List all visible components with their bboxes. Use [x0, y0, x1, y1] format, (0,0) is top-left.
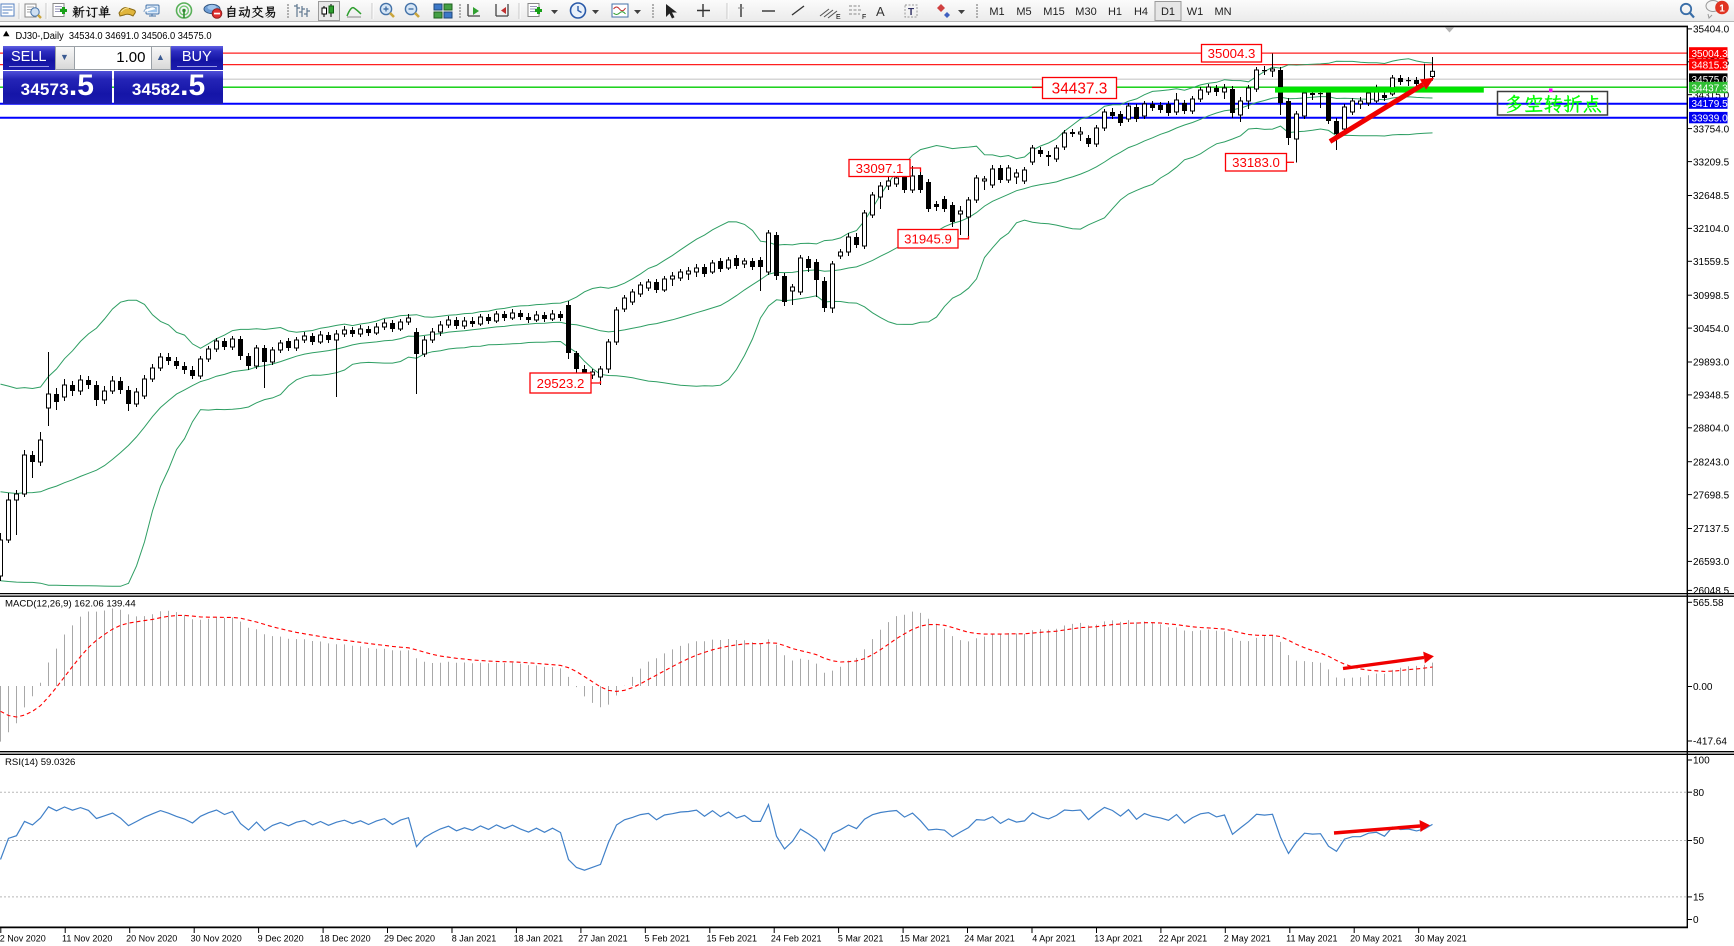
svg-text:MACD(12,26,9) 162.06 139.44: MACD(12,26,9) 162.06 139.44 — [5, 599, 136, 610]
svg-text:24 Mar 2021: 24 Mar 2021 — [964, 934, 1015, 944]
svg-text:M5: M5 — [1016, 6, 1031, 18]
svg-text:34437.3: 34437.3 — [1692, 83, 1729, 94]
svg-text:4 Apr 2021: 4 Apr 2021 — [1032, 934, 1076, 944]
svg-text:33183.0: 33183.0 — [1232, 155, 1280, 170]
svg-text:27698.5: 27698.5 — [1693, 490, 1730, 501]
svg-text:30998.5: 30998.5 — [1693, 291, 1730, 302]
svg-text:29893.0: 29893.0 — [1693, 358, 1730, 369]
svg-text:0: 0 — [1693, 915, 1699, 926]
svg-text:15 Mar 2021: 15 Mar 2021 — [900, 934, 951, 944]
svg-text:34575.0: 34575.0 — [1692, 75, 1729, 86]
svg-text:13 Apr 2021: 13 Apr 2021 — [1094, 934, 1143, 944]
svg-text:30454.0: 30454.0 — [1693, 324, 1730, 335]
svg-text:34179.5: 34179.5 — [1692, 99, 1729, 110]
svg-text:11 May 2021: 11 May 2021 — [1286, 934, 1337, 944]
svg-text:27 Jan 2021: 27 Jan 2021 — [578, 934, 628, 944]
svg-text:26048.5: 26048.5 — [1693, 586, 1730, 597]
svg-text:31559.5: 31559.5 — [1693, 257, 1730, 268]
svg-text:MN: MN — [1214, 6, 1231, 18]
svg-text:-417.64: -417.64 — [1693, 737, 1727, 748]
svg-text:T: T — [908, 7, 914, 18]
svg-text:2 Nov 2020: 2 Nov 2020 — [0, 934, 46, 944]
svg-text:24 Feb 2021: 24 Feb 2021 — [771, 934, 822, 944]
svg-text:26593.0: 26593.0 — [1693, 557, 1730, 568]
svg-text:28804.0: 28804.0 — [1693, 424, 1730, 435]
svg-text:5 Feb 2021: 5 Feb 2021 — [645, 934, 691, 944]
svg-text:34437.3: 34437.3 — [1052, 81, 1108, 98]
svg-text:M1: M1 — [989, 6, 1004, 18]
svg-text:29348.5: 29348.5 — [1693, 391, 1730, 402]
svg-text:80: 80 — [1693, 788, 1705, 799]
svg-text:565.58: 565.58 — [1693, 598, 1724, 609]
svg-text:22 Apr 2021: 22 Apr 2021 — [1159, 934, 1208, 944]
svg-text:33754.0: 33754.0 — [1693, 124, 1730, 135]
svg-text:DJ30-,Daily 34534.0 34691.0 3: DJ30-,Daily 34534.0 34691.0 34506.0 3457… — [16, 31, 213, 42]
svg-text:50: 50 — [1693, 836, 1705, 847]
svg-text:H4: H4 — [1134, 6, 1148, 18]
svg-text:35004.3: 35004.3 — [1692, 49, 1729, 60]
svg-text:1: 1 — [1719, 4, 1725, 15]
svg-text:8 Jan 2021: 8 Jan 2021 — [452, 934, 497, 944]
svg-text:33939.0: 33939.0 — [1692, 114, 1729, 125]
svg-text:9 Dec 2020: 9 Dec 2020 — [258, 934, 304, 944]
svg-text:20 May 2021: 20 May 2021 — [1350, 934, 1402, 944]
svg-text:2 May 2021: 2 May 2021 — [1224, 934, 1271, 944]
svg-text:27137.5: 27137.5 — [1693, 524, 1730, 535]
svg-text:18 Jan 2021: 18 Jan 2021 — [514, 934, 564, 944]
svg-text:30 May 2021: 30 May 2021 — [1415, 934, 1467, 944]
svg-text:E: E — [836, 14, 841, 21]
svg-text:32104.0: 32104.0 — [1693, 224, 1730, 235]
svg-text:A: A — [876, 4, 885, 19]
svg-text:15 Feb 2021: 15 Feb 2021 — [707, 934, 758, 944]
svg-text:34315.0: 34315.0 — [1693, 90, 1730, 101]
svg-text:11 Nov 2020: 11 Nov 2020 — [62, 934, 112, 944]
svg-text:34815.3: 34815.3 — [1692, 61, 1729, 72]
svg-text:31945.9: 31945.9 — [904, 232, 952, 247]
svg-text:100: 100 — [1693, 756, 1710, 767]
svg-text:30 Nov 2020: 30 Nov 2020 — [191, 934, 242, 944]
svg-text:18 Dec 2020: 18 Dec 2020 — [320, 934, 371, 944]
svg-text:35404.0: 35404.0 — [1693, 25, 1730, 36]
svg-text:H1: H1 — [1108, 6, 1122, 18]
svg-text:29 Dec 2020: 29 Dec 2020 — [384, 934, 435, 944]
svg-text:29523.2: 29523.2 — [537, 376, 585, 391]
svg-text:35004.3: 35004.3 — [1208, 46, 1256, 61]
svg-text:M15: M15 — [1043, 6, 1064, 18]
svg-text:15: 15 — [1693, 893, 1705, 904]
svg-text:D1: D1 — [1161, 6, 1175, 18]
svg-text:RSI(14) 59.0326: RSI(14) 59.0326 — [5, 757, 75, 768]
svg-text:28243.0: 28243.0 — [1693, 457, 1730, 468]
svg-text:M30: M30 — [1075, 6, 1096, 18]
svg-text:33097.1: 33097.1 — [856, 161, 904, 176]
svg-text:W1: W1 — [1187, 6, 1204, 18]
svg-text:F: F — [862, 14, 866, 21]
svg-text:0.00: 0.00 — [1693, 682, 1713, 693]
svg-text:5 Mar 2021: 5 Mar 2021 — [838, 934, 884, 944]
svg-text:33209.5: 33209.5 — [1693, 157, 1730, 168]
svg-text:32648.5: 32648.5 — [1693, 191, 1730, 202]
svg-text:20 Nov 2020: 20 Nov 2020 — [126, 934, 177, 944]
